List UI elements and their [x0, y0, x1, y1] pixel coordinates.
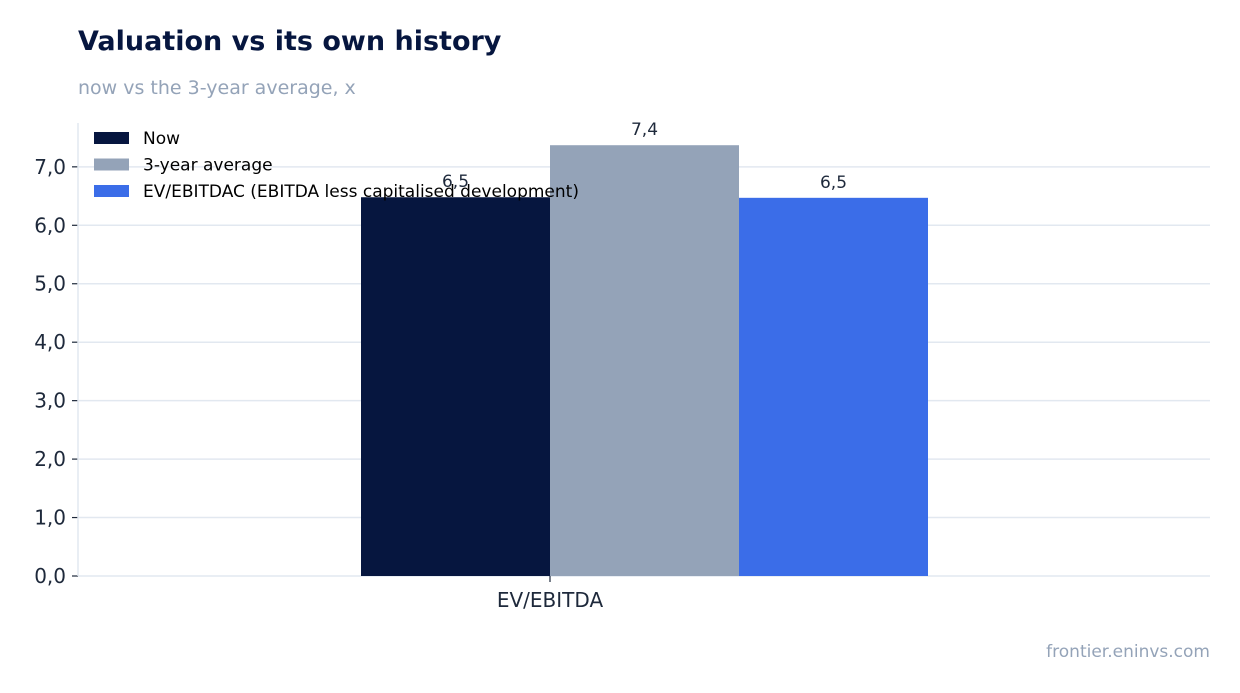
x-tick-label: EV/EBITDA	[497, 588, 604, 612]
legend-swatch	[94, 185, 129, 197]
y-tick-label: 6,0	[34, 213, 66, 237]
y-tick-label: 1,0	[34, 506, 66, 530]
source-credit: frontier.eninvs.com	[1046, 642, 1210, 662]
data-label: 6,5	[442, 172, 469, 192]
y-tick-label: 5,0	[34, 272, 66, 296]
legend-swatch	[94, 132, 129, 144]
data-label: 6,5	[820, 173, 847, 193]
legend-label: 3-year average	[143, 156, 273, 176]
legend-label: EV/EBITDAC (EBITDA less capitalised deve…	[143, 182, 579, 202]
chart-title: Valuation vs its own history	[78, 26, 502, 57]
y-tick-label: 2,0	[34, 447, 66, 471]
y-tick-label: 0,0	[34, 564, 66, 588]
chart-subtitle: now vs the 3-year average, x	[78, 77, 356, 99]
y-tick-label: 3,0	[34, 389, 66, 413]
y-tick-label: 4,0	[34, 330, 66, 354]
data-label: 7,4	[631, 120, 658, 140]
legend-label: Now	[143, 129, 180, 149]
bar	[361, 197, 550, 576]
bar	[739, 197, 928, 577]
bar	[550, 145, 739, 576]
legend-swatch	[94, 158, 129, 171]
y-tick-label: 7,0	[34, 155, 66, 179]
